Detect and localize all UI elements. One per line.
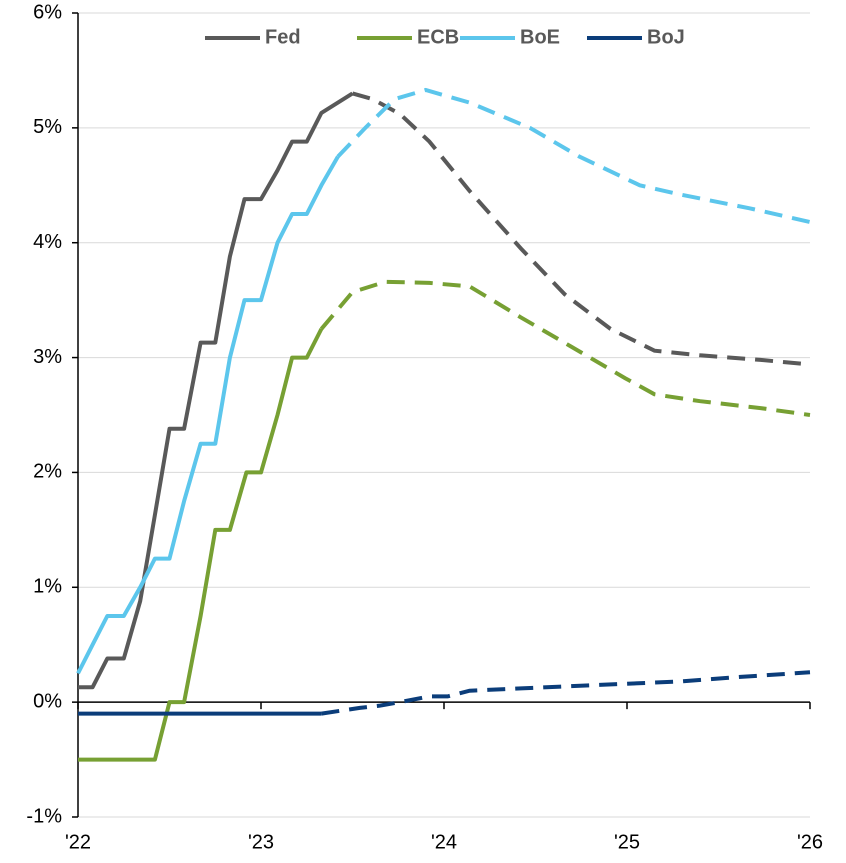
series-line bbox=[78, 91, 354, 690]
y-tick-label: 5% bbox=[33, 116, 62, 138]
series-line bbox=[76, 155, 340, 675]
forecast-line bbox=[351, 91, 811, 367]
x-tick-label: '23 bbox=[248, 831, 274, 853]
forecast-line bbox=[319, 279, 811, 417]
legend-label: Fed bbox=[265, 26, 301, 48]
x-tick-label: '26 bbox=[797, 831, 823, 853]
x-tick-label: '24 bbox=[431, 831, 457, 853]
y-tick-label: 0% bbox=[33, 690, 62, 712]
y-tick-label: 3% bbox=[33, 346, 62, 368]
x-tick-label: '22 bbox=[65, 831, 91, 853]
x-tick-label: '25 bbox=[614, 831, 640, 853]
series-line bbox=[78, 327, 324, 762]
y-tick-label: -1% bbox=[26, 805, 62, 827]
forecast-line bbox=[321, 670, 811, 716]
forecast-line bbox=[336, 87, 811, 224]
y-tick-label: 1% bbox=[33, 576, 62, 598]
legend-label: BoE bbox=[520, 26, 560, 48]
legend-label: ECB bbox=[417, 26, 459, 48]
y-tick-label: 6% bbox=[33, 1, 62, 23]
legend-label: BoJ bbox=[647, 26, 685, 48]
y-tick-label: 2% bbox=[33, 461, 62, 483]
y-tick-label: 4% bbox=[33, 231, 62, 253]
